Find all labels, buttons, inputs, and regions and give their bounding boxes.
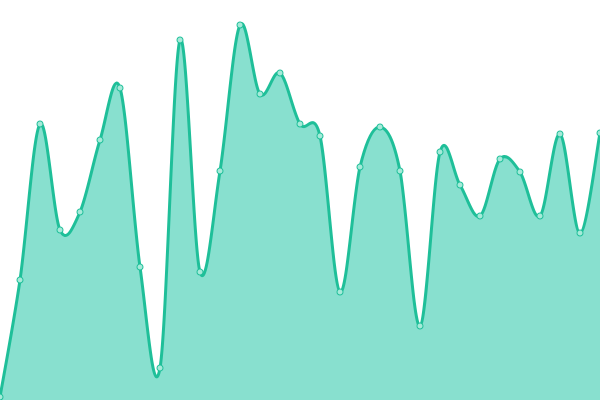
data-point-2[interactable] — [36, 120, 44, 128]
data-point-4[interactable] — [76, 208, 84, 216]
data-point-18[interactable] — [356, 163, 364, 171]
data-point-19[interactable] — [376, 123, 384, 131]
data-point-26[interactable] — [516, 168, 524, 176]
data-point-27[interactable] — [536, 212, 544, 220]
data-point-7[interactable] — [136, 263, 144, 271]
data-point-29[interactable] — [576, 229, 584, 237]
data-point-1[interactable] — [16, 276, 24, 284]
data-point-24[interactable] — [476, 212, 484, 220]
data-point-16[interactable] — [316, 132, 324, 140]
data-point-3[interactable] — [56, 226, 64, 234]
data-point-6[interactable] — [116, 84, 124, 92]
data-point-14[interactable] — [276, 69, 284, 77]
data-point-13[interactable] — [256, 90, 264, 98]
data-point-22[interactable] — [436, 148, 444, 156]
data-point-30[interactable] — [596, 129, 600, 137]
series-line — [0, 22, 600, 398]
area-fill — [0, 23, 600, 400]
data-point-12[interactable] — [236, 21, 244, 29]
data-point-21[interactable] — [416, 322, 424, 330]
data-point-17[interactable] — [336, 288, 344, 296]
data-point-5[interactable] — [96, 136, 104, 144]
data-point-9[interactable] — [176, 36, 184, 44]
data-point-15[interactable] — [296, 120, 304, 128]
data-point-20[interactable] — [396, 167, 404, 175]
data-point-8[interactable] — [156, 364, 164, 372]
data-point-10[interactable] — [196, 268, 204, 276]
data-point-25[interactable] — [496, 155, 504, 163]
data-point-11[interactable] — [216, 167, 224, 175]
data-point-23[interactable] — [456, 181, 464, 189]
data-point-28[interactable] — [556, 130, 564, 138]
data-point-0[interactable] — [0, 393, 4, 400]
